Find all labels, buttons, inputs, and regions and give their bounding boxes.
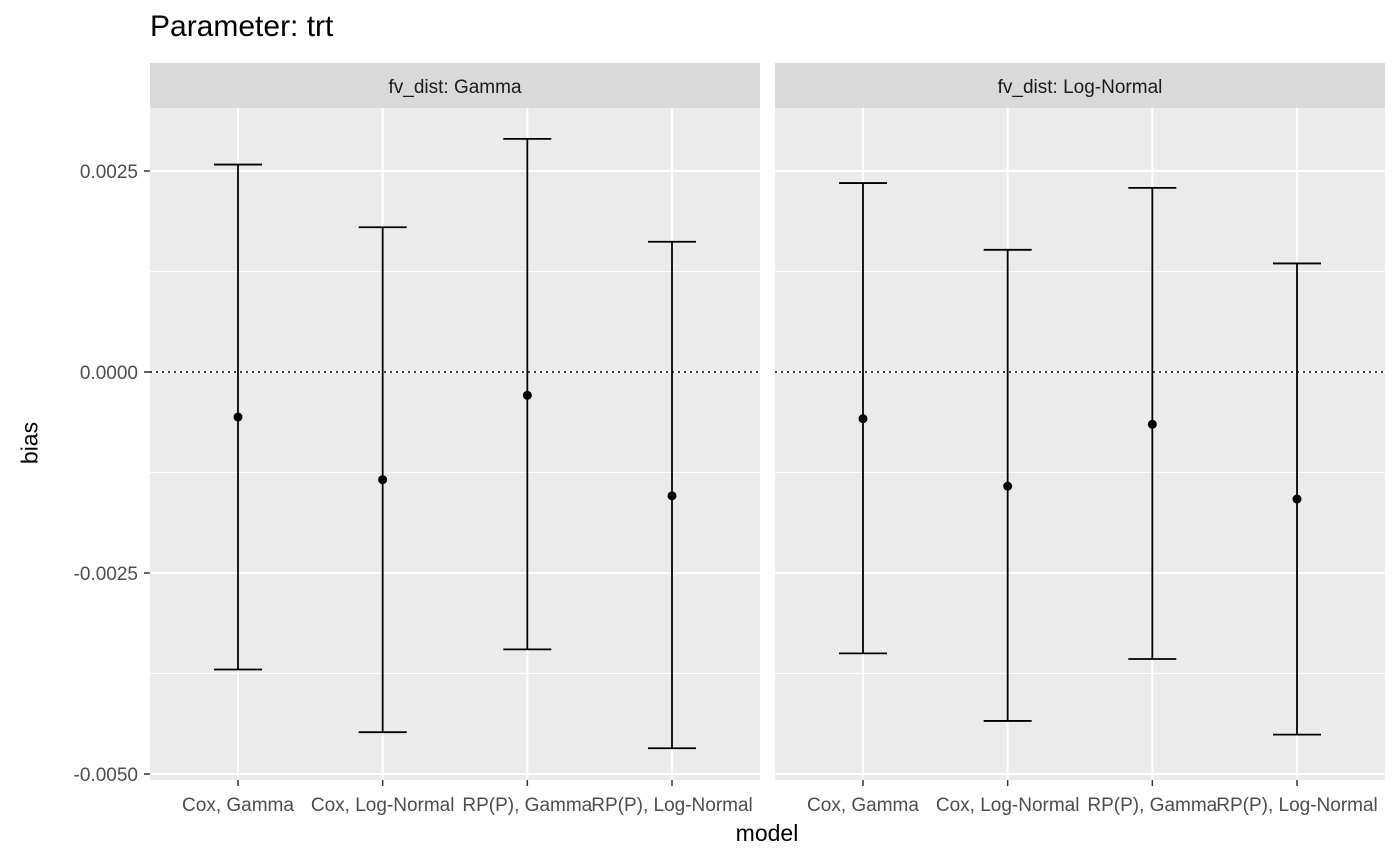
estimate-point xyxy=(667,491,677,501)
panel-background xyxy=(150,108,760,780)
estimate-point xyxy=(378,475,388,485)
y-tick-label: -0.0025 xyxy=(74,564,138,585)
estimate-point xyxy=(522,390,532,400)
estimate-point xyxy=(858,414,868,424)
x-tick-label: RP(P), Gamma xyxy=(462,795,592,816)
y-tick-label: 0.0000 xyxy=(80,363,138,384)
facet-strip xyxy=(150,63,760,108)
facet-strip-label: fv_dist: Gamma xyxy=(388,77,521,98)
estimate-point xyxy=(1003,481,1013,491)
estimate-point xyxy=(233,412,243,422)
estimate-point xyxy=(1292,494,1302,504)
x-tick-label: RP(P), Log-Normal xyxy=(1216,795,1378,816)
facet-strip-label: fv_dist: Log-Normal xyxy=(998,77,1163,98)
x-axis-label: model xyxy=(735,820,799,846)
x-tick-label: Cox, Log-Normal xyxy=(311,795,455,816)
y-tick-label: 0.0025 xyxy=(80,162,138,183)
x-tick-label: RP(P), Gamma xyxy=(1087,795,1217,816)
x-tick-label: Cox, Log-Normal xyxy=(936,795,1080,816)
y-tick-label: -0.0050 xyxy=(74,765,138,786)
facet-strip xyxy=(775,63,1385,108)
chart-title: Parameter: trt xyxy=(150,10,334,43)
y-axis-label: bias xyxy=(16,421,43,465)
estimate-point xyxy=(1147,419,1157,429)
x-tick-label: Cox, Gamma xyxy=(182,795,294,816)
x-tick-label: RP(P), Log-Normal xyxy=(591,795,753,816)
x-tick-label: Cox, Gamma xyxy=(807,795,919,816)
panel-background xyxy=(775,108,1385,780)
